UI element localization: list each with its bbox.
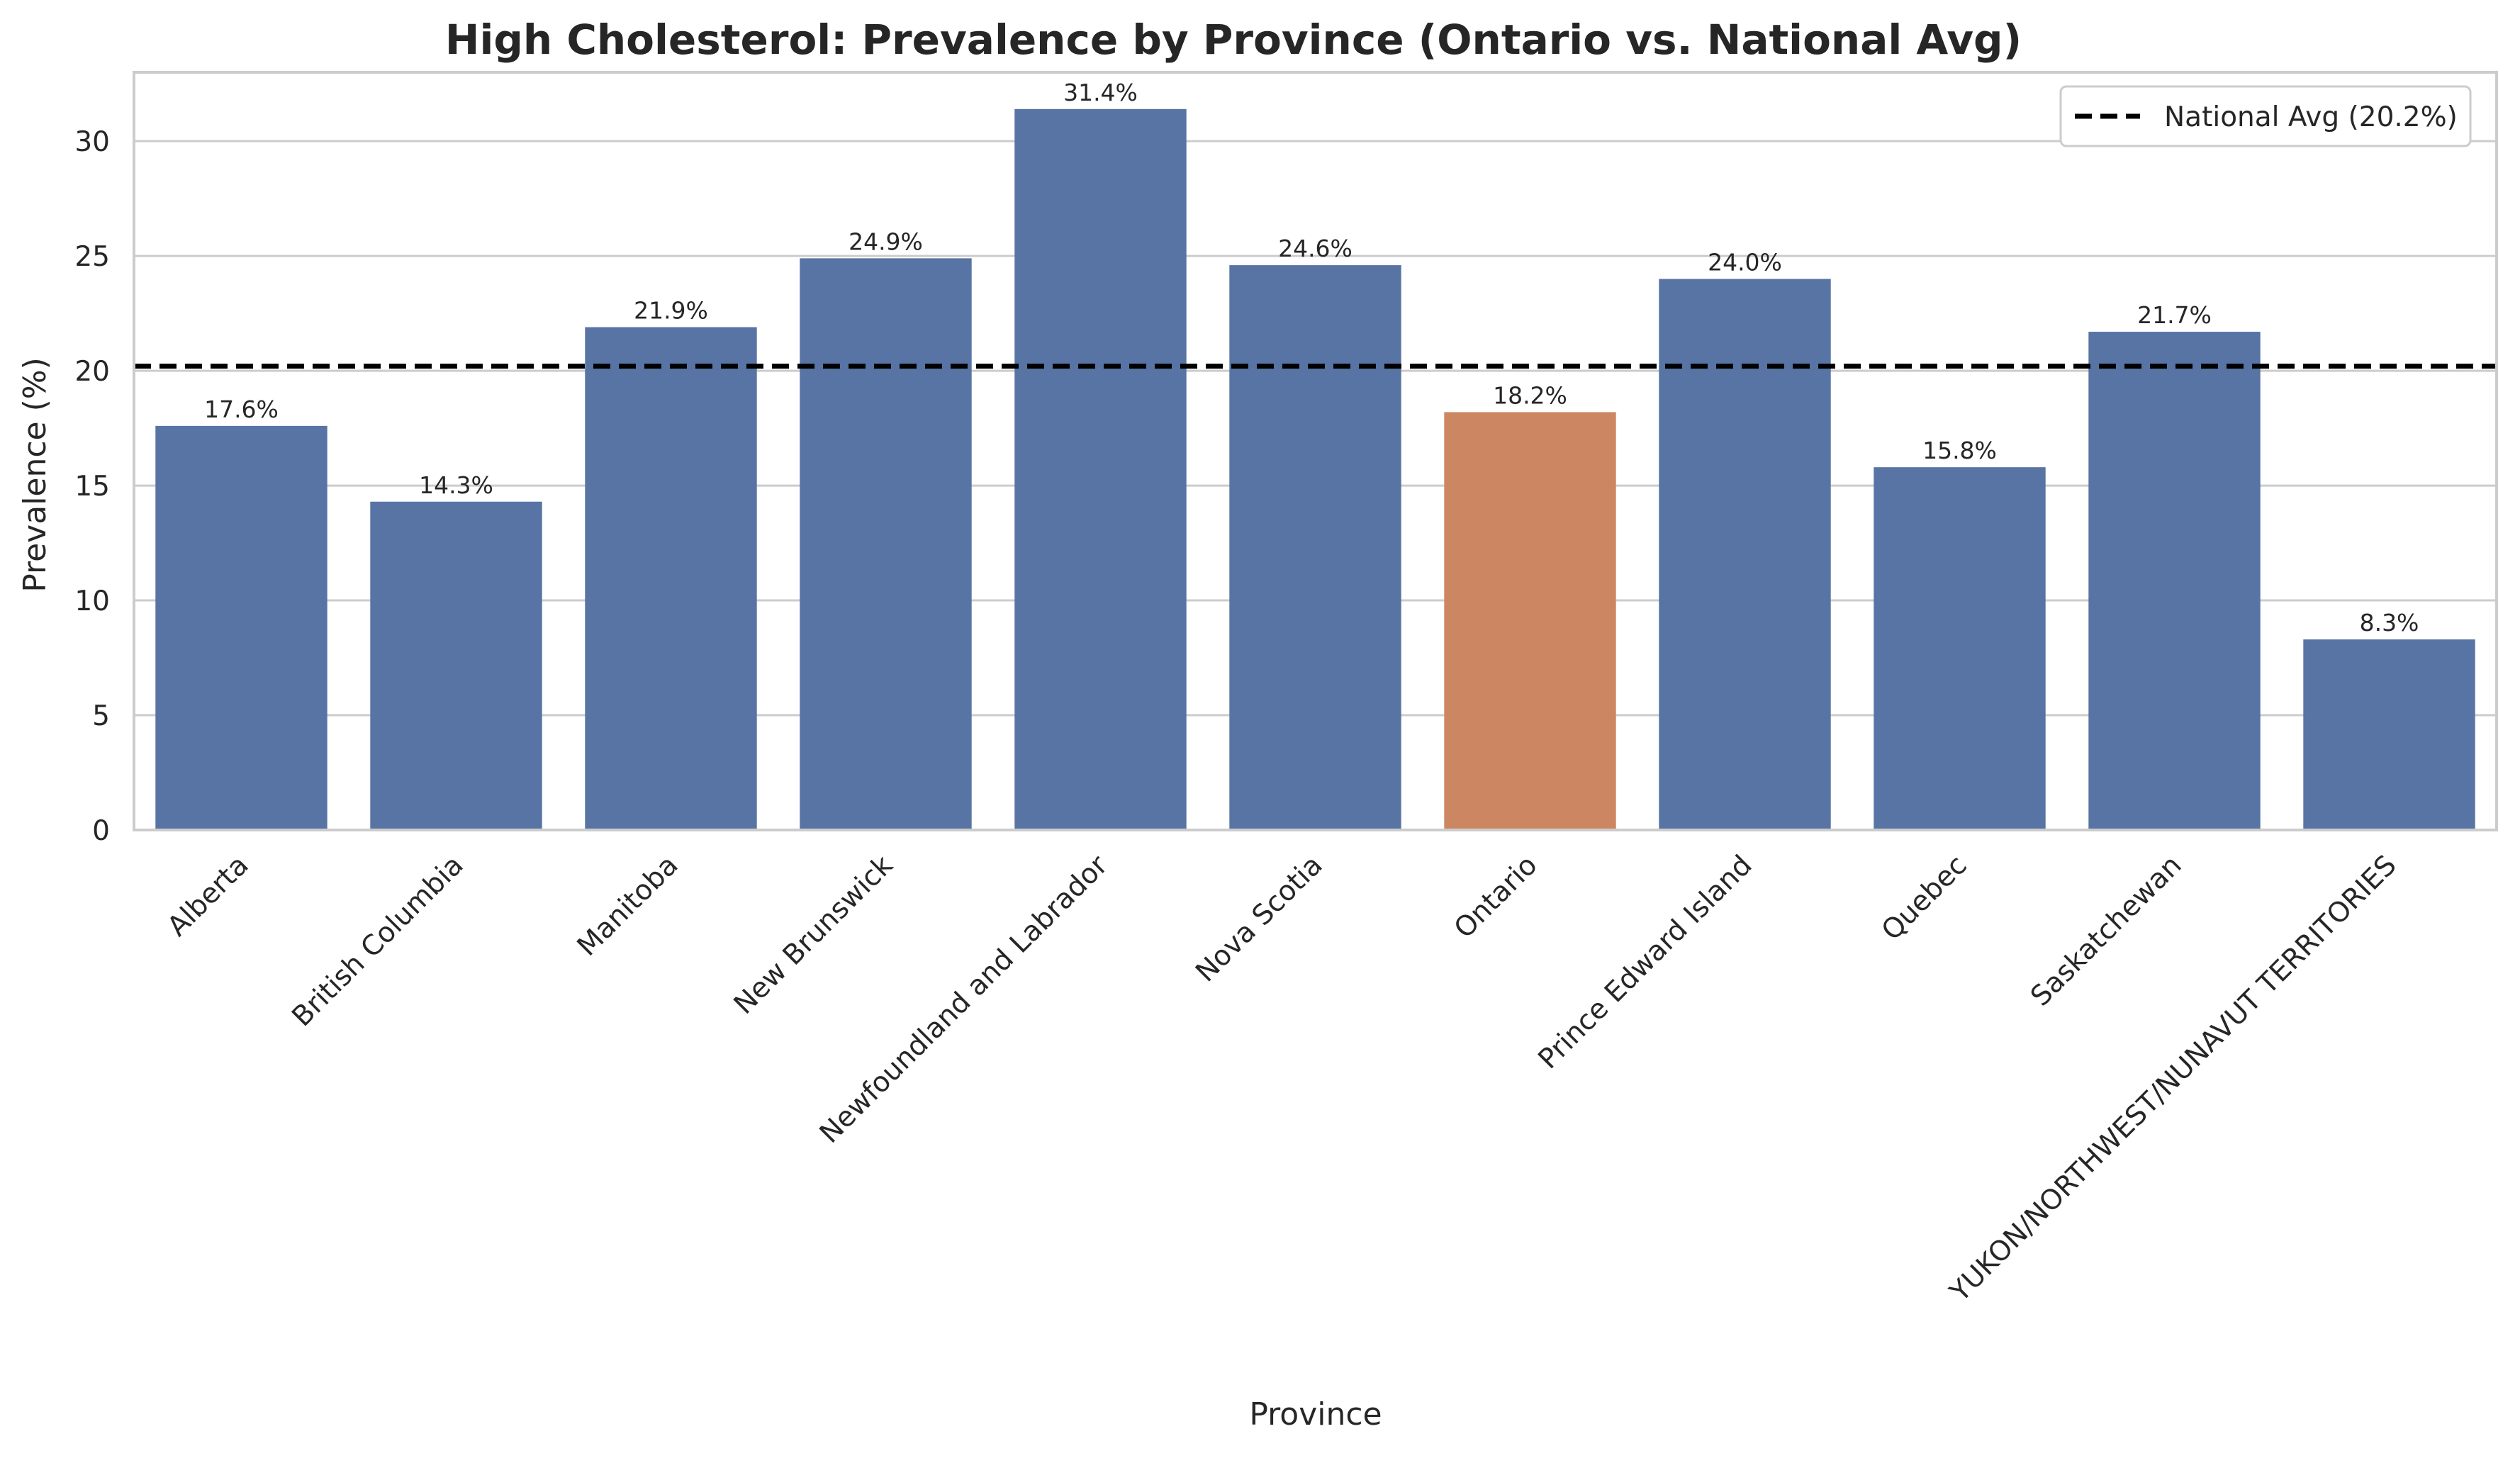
y-tick-label: 0: [92, 815, 110, 847]
data-label: 17.6%: [204, 396, 279, 423]
bars: [155, 108, 2475, 831]
bar-manitoba: [585, 327, 757, 830]
data-label: 31.4%: [1063, 79, 1138, 106]
data-label: 18.2%: [1493, 381, 1567, 409]
chart-title: High Cholesterol: Prevalence by Province…: [445, 16, 2022, 64]
y-tick-label: 15: [74, 471, 110, 503]
bar-prince-edward-island: [1659, 279, 1831, 831]
data-label: 24.0%: [1708, 249, 1782, 276]
data-label: 21.9%: [634, 297, 708, 325]
y-tick-label: 20: [74, 356, 110, 388]
data-label: 15.8%: [1922, 437, 1997, 464]
data-label: 24.6%: [1278, 235, 1353, 262]
y-axis-ticks: 0 5 10 15 20 25 30: [74, 126, 110, 847]
legend: National Avg (20.2%): [2059, 85, 2472, 147]
bar-saskatchewan: [2088, 332, 2261, 830]
bar-nova-scotia: [1229, 265, 1401, 830]
bar-newfoundland-and-labrador: [1014, 108, 1187, 830]
plot-frame: [133, 71, 2498, 831]
data-label: 8.3%: [2360, 609, 2419, 637]
bar-yukon-northwest-nunavut-territories: [2303, 639, 2475, 830]
data-label: 14.3%: [419, 471, 493, 499]
data-label: 24.9%: [849, 228, 923, 255]
y-tick-label: 25: [74, 241, 110, 273]
y-tick-label: 30: [74, 126, 110, 158]
y-tick-label: 10: [74, 585, 110, 617]
bar-quebec: [1874, 467, 2046, 830]
y-tick-label: 5: [92, 700, 110, 732]
bar-british-columbia: [370, 501, 542, 830]
legend-label: National Avg (20.2%): [2164, 101, 2458, 133]
data-labels: 17.6% 14.3% 21.9% 24.9% 31.4% 24.6% 18.2% 24.0%…: [204, 79, 2419, 637]
legend-box: [2059, 85, 2472, 147]
y-axis-label: Prevalence (%): [17, 357, 53, 593]
x-axis-label: Province: [1249, 1396, 1382, 1432]
data-label: 21.7%: [2137, 301, 2212, 329]
bar-alberta: [155, 425, 327, 830]
bar-new-brunswick: [800, 258, 972, 831]
bar-ontario: [1444, 412, 1616, 830]
